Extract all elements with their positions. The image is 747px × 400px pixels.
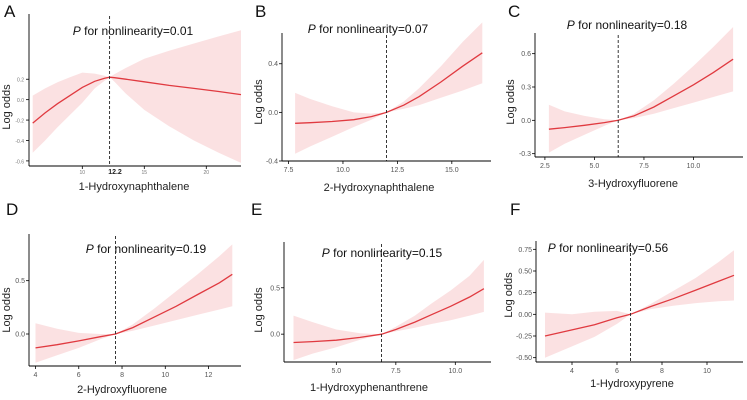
plot-area: 4 6 8 10 -0.50 -0.25 0.00 0.25 0.50 0.75 xyxy=(516,241,743,375)
plot-area: 2.5 5.0 7.5 10.0 -0.3 0.0 0.3 0.6 xyxy=(519,27,743,170)
confidence-band xyxy=(295,22,483,154)
x-tick-label: 7.5 xyxy=(391,368,401,375)
confidence-band xyxy=(548,27,734,153)
x-tick-label: 6 xyxy=(615,368,619,375)
y-tick-label: -0.50 xyxy=(516,355,532,362)
cutoff-label: 12.2 xyxy=(108,169,122,176)
y-tick-label: 0.6 xyxy=(521,51,531,58)
panel-letter: B xyxy=(255,2,266,21)
y-tick-label: 0.3 xyxy=(521,85,531,92)
fitted-curve xyxy=(548,58,734,130)
y-tick-label: 0.0 xyxy=(270,332,280,339)
fitted-curve xyxy=(35,273,233,349)
panel-title: P for nonlinearity=0.56 xyxy=(548,241,669,255)
x-tick-label: 12 xyxy=(205,372,213,379)
y-tick-label: -0.6 xyxy=(15,159,24,165)
x-tick-label: 4 xyxy=(570,368,574,375)
y-tick-label: -0.4 xyxy=(266,159,278,166)
x-axis-title: 1-Hydroxyphenanthrene xyxy=(310,382,428,394)
panel-title: P for nonlinearity=0.18 xyxy=(567,18,688,32)
x-tick-label: 7.5 xyxy=(639,163,649,170)
x-axis-title: 2-Hydroxyfluorene xyxy=(77,384,167,396)
x-axis-title: 1-Hydroxypyrene xyxy=(590,378,674,390)
fitted-curve xyxy=(293,288,485,344)
y-tick-label: 0.0 xyxy=(17,98,24,104)
y-tick-label: 0.5 xyxy=(15,278,25,285)
panel-letter: F xyxy=(510,200,520,219)
x-tick-label: 10 xyxy=(80,170,86,176)
x-tick-label: 20 xyxy=(204,170,210,176)
x-axis-title: 3-Hydroxyfluorene xyxy=(588,178,678,190)
y-axis-title: Log odds xyxy=(505,79,517,125)
x-tick-label: 2.5 xyxy=(540,163,550,170)
y-axis-title: Log odds xyxy=(1,287,13,333)
x-tick-label: 7.5 xyxy=(284,167,294,174)
fitted-curve xyxy=(544,274,735,337)
y-axis-title: Log odds xyxy=(503,272,515,318)
confidence-band xyxy=(35,244,233,363)
y-tick-label: 0.75 xyxy=(518,247,532,254)
y-tick-label: 0.50 xyxy=(518,269,532,276)
y-tick-label: 0.25 xyxy=(518,290,532,297)
x-tick-label: 8 xyxy=(120,372,124,379)
x-tick-label: 10.0 xyxy=(687,163,701,170)
panel-f: F P for nonlinearity=0.56 Log odds 1-Hyd… xyxy=(503,200,743,390)
y-tick-label: 0.0 xyxy=(268,110,278,117)
panel-letter: C xyxy=(508,2,520,21)
x-tick-label: 10 xyxy=(703,368,711,375)
x-tick-label: 5.0 xyxy=(331,368,341,375)
y-tick-label: -0.25 xyxy=(516,334,532,341)
panel-e: E P for nonlinearity=0.15 Log odds 1-Hyd… xyxy=(251,200,491,394)
y-tick-label: 0.5 xyxy=(270,285,280,292)
y-tick-label: 0.0 xyxy=(15,332,25,339)
y-tick-label: -0.4 xyxy=(15,139,24,145)
panel-b: B P for nonlinearity=0.07 Log odds 2-Hyd… xyxy=(253,2,491,194)
y-tick-label: 0.00 xyxy=(518,312,532,319)
x-axis-title: 1-Hydroxynaphthalene xyxy=(79,181,190,193)
panel-title: P for nonlinearity=0.19 xyxy=(86,242,207,256)
panel-letter: E xyxy=(251,200,262,219)
y-tick-label: -0.3 xyxy=(519,151,531,158)
x-tick-label: 12.5 xyxy=(391,167,405,174)
panel-d: D P for nonlinearity=0.19 Log odds 2-Hyd… xyxy=(1,200,241,396)
x-tick-label: 6 xyxy=(77,372,81,379)
x-tick-label: 8 xyxy=(660,368,664,375)
plot-area: 5.0 7.5 10.0 0.0 0.5 xyxy=(270,242,491,375)
y-tick-label: 0.4 xyxy=(268,61,278,68)
y-tick-label: 0.0 xyxy=(521,118,531,125)
panel-title: P for nonlinearity=0.15 xyxy=(322,246,443,260)
y-axis-title: Log odds xyxy=(253,287,265,333)
panel-letter: A xyxy=(4,2,16,21)
x-tick-label: 10.0 xyxy=(448,368,462,375)
y-tick-label: 0.2 xyxy=(17,78,24,84)
x-tick-label: 10.0 xyxy=(336,167,350,174)
confidence-band xyxy=(32,30,242,163)
y-axis-title: Log odds xyxy=(253,79,265,125)
plot-area: 4 6 8 10 12 0.0 0.5 xyxy=(15,234,241,379)
x-tick-label: 10 xyxy=(161,372,169,379)
x-tick-label: 5.0 xyxy=(590,163,600,170)
panel-c: C P for nonlinearity=0.18 Log odds 3-Hyd… xyxy=(505,2,743,190)
panel-title: P for nonlinearity=0.07 xyxy=(308,22,429,36)
plot-area: 10 15 20 -0.6 -0.4 -0.2 0.0 0.2 xyxy=(15,14,242,176)
panel-a: A P for nonlinearity=0.01 Log odds 1-Hyd… xyxy=(1,2,242,193)
x-tick-label: 15.0 xyxy=(445,167,459,174)
x-tick-label: 4 xyxy=(34,372,38,379)
panel-letter: D xyxy=(6,200,18,219)
x-tick-label: 15 xyxy=(142,170,148,176)
y-tick-label: -0.2 xyxy=(15,119,24,125)
confidence-band xyxy=(293,259,484,361)
y-axis-title: Log odds xyxy=(1,84,13,130)
plot-area: 7.5 10.0 12.5 15.0 -0.4 0.0 0.4 xyxy=(266,22,491,174)
x-axis-title: 2-Hydroxynaphthalene xyxy=(324,182,435,194)
confidence-band xyxy=(545,250,734,358)
panel-title: P for nonlinearity=0.01 xyxy=(73,24,194,38)
